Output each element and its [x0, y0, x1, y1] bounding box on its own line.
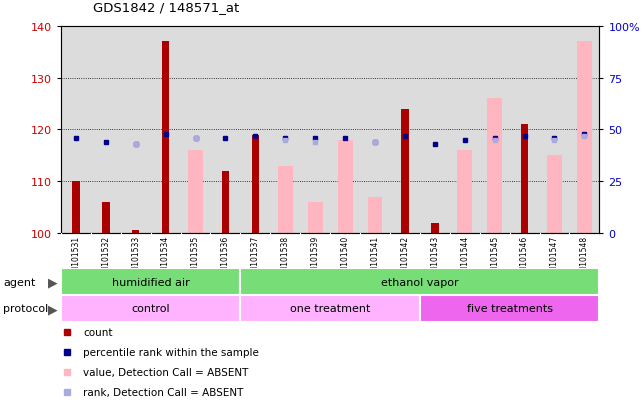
Text: ▶: ▶	[48, 302, 58, 315]
Text: agent: agent	[3, 277, 36, 287]
Text: GSM101537: GSM101537	[251, 235, 260, 281]
Text: GSM101540: GSM101540	[340, 235, 349, 281]
Text: GDS1842 / 148571_at: GDS1842 / 148571_at	[93, 2, 239, 14]
Text: five treatments: five treatments	[467, 304, 553, 314]
Text: GSM101544: GSM101544	[460, 235, 469, 281]
Bar	[577, 42, 592, 233]
Text: count: count	[83, 328, 113, 337]
Text: percentile rank within the sample: percentile rank within the sample	[83, 347, 259, 357]
Text: GSM101534: GSM101534	[161, 235, 170, 281]
Bar	[487, 99, 502, 233]
Text: GSM101545: GSM101545	[490, 235, 499, 281]
Text: GSM101535: GSM101535	[191, 235, 200, 281]
Bar	[162, 42, 169, 233]
Bar	[547, 156, 562, 233]
Text: one treatment: one treatment	[290, 304, 370, 314]
Text: GSM101531: GSM101531	[71, 235, 80, 281]
Text: GSM101533: GSM101533	[131, 235, 140, 281]
Text: GSM101538: GSM101538	[281, 235, 290, 281]
Text: ethanol vapor: ethanol vapor	[381, 277, 459, 287]
Text: ▶: ▶	[48, 275, 58, 288]
Bar	[61, 268, 240, 295]
Text: GSM101532: GSM101532	[101, 235, 110, 281]
Bar	[240, 268, 599, 295]
Bar	[278, 166, 293, 233]
Bar	[420, 295, 599, 322]
Text: value, Detection Call = ABSENT: value, Detection Call = ABSENT	[83, 367, 249, 377]
Bar	[457, 151, 472, 233]
Text: GSM101542: GSM101542	[401, 235, 410, 281]
Bar	[520, 125, 528, 233]
Text: GSM101548: GSM101548	[580, 235, 589, 281]
Bar	[431, 223, 438, 233]
Text: GSM101543: GSM101543	[430, 235, 439, 281]
Text: humidified air: humidified air	[112, 277, 190, 287]
Bar	[222, 171, 229, 233]
Bar	[252, 135, 259, 233]
Bar	[61, 295, 240, 322]
Bar	[240, 295, 420, 322]
Bar	[338, 140, 353, 233]
Bar	[188, 151, 203, 233]
Text: GSM101539: GSM101539	[311, 235, 320, 281]
Bar	[72, 182, 79, 233]
Text: GSM101541: GSM101541	[370, 235, 379, 281]
Text: protocol: protocol	[3, 304, 49, 314]
Bar	[308, 202, 322, 233]
Bar	[367, 197, 383, 233]
Text: GSM101546: GSM101546	[520, 235, 529, 281]
Text: control: control	[131, 304, 170, 314]
Text: rank, Detection Call = ABSENT: rank, Detection Call = ABSENT	[83, 387, 244, 397]
Text: GSM101536: GSM101536	[221, 235, 230, 281]
Text: GSM101547: GSM101547	[550, 235, 559, 281]
Bar	[401, 109, 409, 233]
Bar	[132, 231, 140, 233]
Bar	[102, 202, 110, 233]
